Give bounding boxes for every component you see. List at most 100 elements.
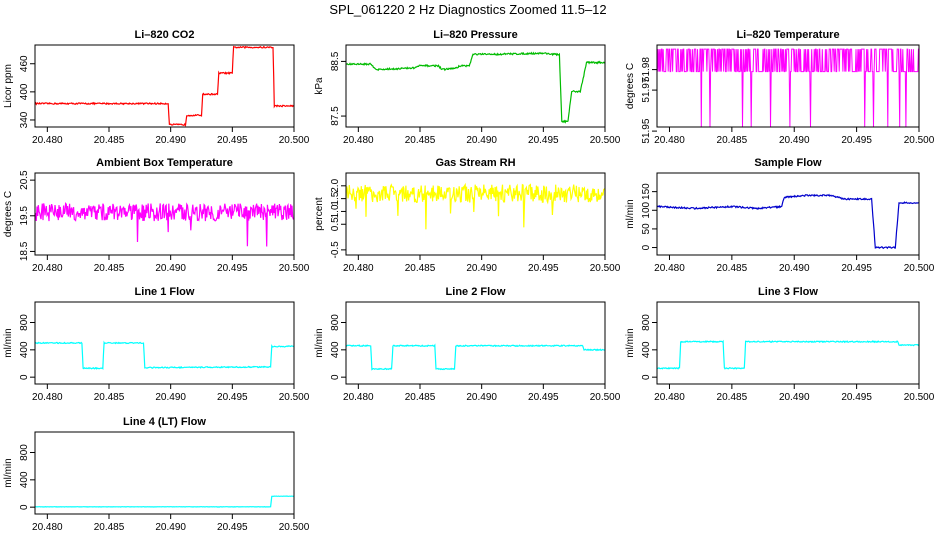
y-axis-label: Licor ppm <box>3 64 14 108</box>
x-tick-label: 20.495 <box>841 135 872 146</box>
x-tick-label: 20.485 <box>405 263 436 274</box>
y-axis-label: degrees C <box>625 63 636 109</box>
series-group <box>346 182 605 230</box>
y-axis-label: ml/min <box>625 328 636 357</box>
panel-title: Ambient Box Temperature <box>96 157 233 169</box>
x-tick-label: 20.500 <box>590 392 621 403</box>
panel-title: Li–820 Temperature <box>736 29 839 41</box>
panel-title: Line 1 Flow <box>135 286 195 298</box>
y-tick-label: 88.5 <box>330 51 341 71</box>
x-tick-label: 20.495 <box>217 522 248 533</box>
series-line <box>346 343 605 371</box>
y-tick-label: 0 <box>641 244 652 250</box>
series-line <box>35 45 294 127</box>
x-tick-label: 20.480 <box>32 135 63 146</box>
x-tick-label: 20.485 <box>405 135 436 146</box>
x-tick-label: 20.490 <box>466 135 497 146</box>
x-tick-label: 20.485 <box>94 263 125 274</box>
series-group <box>346 343 605 371</box>
plot-frame <box>656 301 920 385</box>
x-tick-label: 20.485 <box>94 135 125 146</box>
y-tick-label: 460 <box>19 55 30 72</box>
x-tick-label: 20.500 <box>904 135 935 146</box>
series-line <box>657 339 919 370</box>
chart-panel-3: Li–820 Temperature 20.480 20.485 20.490 20.4… <box>625 29 935 146</box>
y-tick-label: 400 <box>19 471 30 488</box>
y-axis-label: ml/min <box>314 328 325 357</box>
x-tick-label: 20.500 <box>590 263 621 274</box>
x-tick-label: 20.480 <box>654 135 685 146</box>
y-tick-label: 1.5 <box>330 191 341 205</box>
y-tick-label: 100 <box>641 201 652 218</box>
chart-panel-1: Li–820 CO2 20.480 20.485 20.490 20.495 20.500… <box>3 29 310 146</box>
y-axis-label: ml/min <box>625 199 636 228</box>
chart-panel-6: Sample Flow 20.480 20.485 20.490 20.495 20.50… <box>625 157 935 274</box>
x-tick-label: 20.495 <box>841 392 872 403</box>
y-tick-label: 2.0 <box>330 178 341 192</box>
y-tick-label: 800 <box>19 314 30 331</box>
y-tick-label: 18.5 <box>19 241 30 261</box>
x-tick-label: 20.485 <box>94 392 125 403</box>
plot-frame <box>656 44 920 128</box>
y-tick-label: 0.5 <box>330 217 341 231</box>
x-tick-label: 20.480 <box>343 263 374 274</box>
y-tick-label: 1.0 <box>330 204 341 218</box>
y-tick-label: 400 <box>641 341 652 358</box>
plot-frame <box>34 301 295 385</box>
x-tick-label: 20.485 <box>717 392 748 403</box>
x-tick-label: 20.490 <box>155 263 186 274</box>
x-tick-label: 20.495 <box>217 135 248 146</box>
plot-frame <box>34 44 295 128</box>
y-tick-label: 800 <box>330 314 341 331</box>
y-tick-label: 51.97 <box>641 77 652 102</box>
y-tick-label: 400 <box>19 83 30 100</box>
x-tick-label: 20.485 <box>717 135 748 146</box>
x-tick-label: 20.490 <box>155 522 186 533</box>
x-tick-label: 20.490 <box>155 135 186 146</box>
panel-title: Li–820 CO2 <box>135 29 195 41</box>
x-tick-label: 20.495 <box>528 135 559 146</box>
x-tick-label: 20.480 <box>654 263 685 274</box>
series-line <box>35 340 294 370</box>
x-tick-label: 20.490 <box>779 135 810 146</box>
plot-frame <box>345 44 606 128</box>
panel-title: Line 3 Flow <box>758 286 818 298</box>
x-tick-label: 20.485 <box>717 263 748 274</box>
y-tick-label: 150 <box>641 183 652 200</box>
panel-title: Sample Flow <box>754 157 822 169</box>
x-tick-label: 20.480 <box>343 135 374 146</box>
y-tick-label: 0 <box>641 374 652 380</box>
series-group <box>35 495 294 508</box>
plot-frame <box>345 172 606 256</box>
series-line <box>657 193 919 250</box>
x-tick-label: 20.500 <box>279 522 310 533</box>
chart-panel-5: Gas Stream RH 20.480 20.485 20.490 20.495 20.… <box>314 157 621 274</box>
panel-title: Line 4 (LT) Flow <box>123 416 206 428</box>
series-line <box>346 51 605 124</box>
x-tick-label: 20.500 <box>279 263 310 274</box>
y-axis-label: kPa <box>314 77 325 95</box>
chart-panel-10: Line 4 (LT) Flow 20.480 20.485 20.490 20.495… <box>3 416 310 533</box>
x-tick-label: 20.490 <box>779 263 810 274</box>
x-tick-label: 20.495 <box>217 392 248 403</box>
y-tick-label: 400 <box>19 341 30 358</box>
x-tick-label: 20.485 <box>94 522 125 533</box>
y-tick-label: 51.98 <box>641 57 652 82</box>
plot-frame <box>656 172 920 256</box>
series-group <box>657 48 919 127</box>
x-tick-label: 20.480 <box>32 392 63 403</box>
y-tick-label: 50 <box>641 223 652 235</box>
plot-frame <box>345 301 606 385</box>
y-tick-label: 340 <box>19 111 30 128</box>
x-tick-label: 20.480 <box>32 263 63 274</box>
x-tick-label: 20.500 <box>279 392 310 403</box>
x-tick-label: 20.480 <box>654 392 685 403</box>
y-tick-label: 0 <box>19 374 30 380</box>
series-group <box>35 202 294 247</box>
y-axis-label: ml/min <box>3 458 14 487</box>
y-tick-label: 800 <box>641 314 652 331</box>
y-tick-label: 0 <box>19 504 30 510</box>
panel-title: Line 2 Flow <box>446 286 506 298</box>
x-tick-label: 20.495 <box>528 392 559 403</box>
